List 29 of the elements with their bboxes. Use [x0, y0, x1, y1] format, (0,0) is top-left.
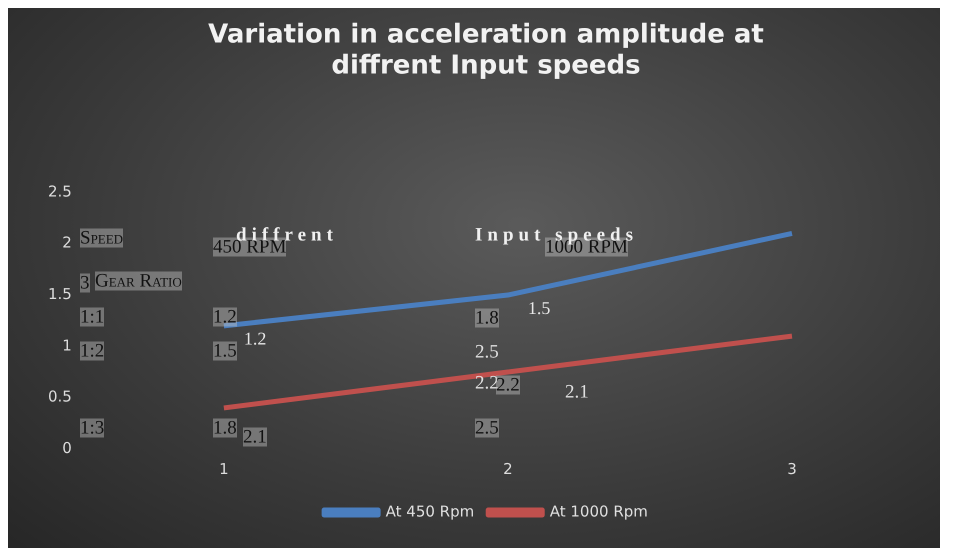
chart-title: Variation in acceleration amplitude at diffrent Input speeds: [208, 19, 764, 81]
annotation: Speed: [80, 228, 124, 248]
y-tick-label: 1: [62, 336, 72, 354]
annotation: 2.2: [496, 374, 520, 396]
data-label: 1.2: [244, 328, 266, 349]
annotation: 2.5: [475, 342, 499, 362]
legend-label: At 1000 Rpm: [550, 502, 648, 520]
y-tick-label: 1.5: [48, 284, 72, 303]
annotation: 3: [80, 272, 90, 294]
x-tick-label: 3: [787, 460, 797, 478]
legend-label: At 450 Rpm: [386, 502, 474, 520]
y-tick-label: 0: [62, 438, 72, 457]
y-tick-label: 2.5: [48, 182, 72, 200]
y-tick-label: 2: [62, 234, 72, 252]
x-tick-label: 1: [219, 460, 229, 478]
annotation: 2.5: [475, 418, 499, 438]
annotation: 1.8: [213, 418, 237, 438]
annotation: 1:2: [80, 340, 104, 362]
annotation: 1:3: [80, 418, 104, 438]
annotation: Gear Ratio: [95, 270, 182, 292]
annotation: 1.5: [213, 340, 237, 362]
annotation: 2.1: [565, 382, 589, 402]
x-tick-label: 2: [503, 460, 513, 478]
annotation: 1:1: [80, 306, 104, 328]
y-tick-label: 0.5: [48, 388, 72, 406]
data-label: 1.5: [528, 298, 550, 318]
annotation: 1.8: [475, 308, 499, 328]
annotation: 1.2: [213, 306, 237, 328]
annotation: 2.1: [243, 426, 267, 448]
